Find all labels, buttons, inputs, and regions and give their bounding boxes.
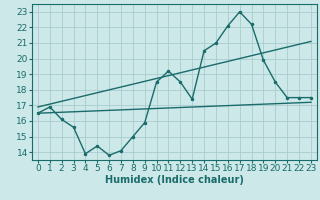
X-axis label: Humidex (Indice chaleur): Humidex (Indice chaleur) <box>105 175 244 185</box>
